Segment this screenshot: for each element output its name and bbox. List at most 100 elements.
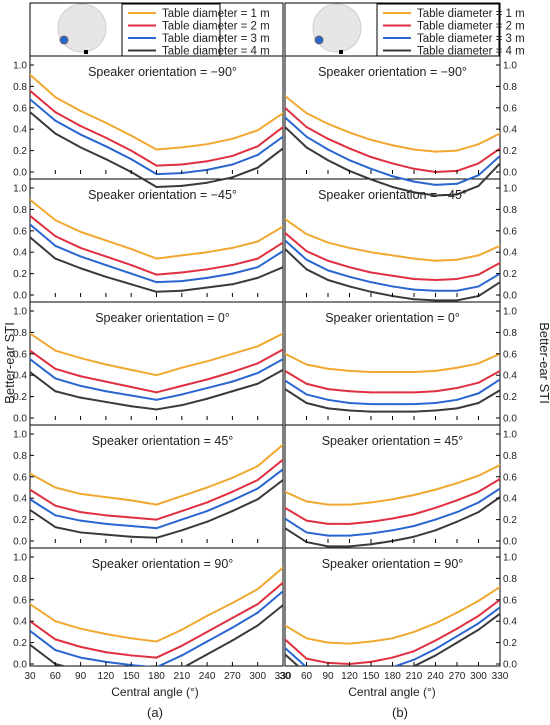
series-segment (370, 271, 394, 277)
listener-head-icon (59, 35, 69, 45)
series-segment (327, 398, 351, 405)
series-segment (30, 629, 57, 652)
x-tick-label: 330 (492, 671, 509, 682)
y-tick-label: 0.4 (13, 494, 27, 505)
series-segment (305, 146, 329, 162)
series-segment (231, 145, 259, 157)
series-segment (231, 240, 259, 249)
series-1-line (30, 332, 283, 377)
series-segment (285, 646, 307, 666)
series-segment (370, 656, 394, 663)
series-segment (370, 637, 394, 643)
series-segment (79, 645, 107, 654)
series-segment (285, 352, 308, 366)
y-axis-label-right: Better-ear STI (537, 322, 550, 404)
series-segment (327, 269, 351, 278)
table-illustration-icon (57, 3, 107, 53)
series-segment (180, 160, 209, 166)
series-segment (206, 352, 234, 363)
listener-head-icon (314, 35, 324, 45)
series-segment (305, 393, 329, 401)
series-segment (348, 169, 372, 181)
series-segment (79, 396, 107, 403)
series-segment (327, 122, 351, 134)
y-tick-label: 0.6 (13, 349, 27, 360)
series-segment (348, 501, 372, 506)
series-segment (104, 633, 133, 640)
series-segment (456, 622, 480, 638)
series-segment (155, 644, 183, 659)
series-segment (391, 630, 415, 640)
series-segment (79, 246, 107, 258)
series-segment (104, 390, 133, 397)
series-segment (327, 148, 351, 162)
series-1-line (30, 73, 283, 151)
x-tick-label: 180 (148, 671, 165, 682)
series-segment (180, 630, 209, 647)
y-tick-label: 0.8 (503, 82, 517, 93)
x-tick-label: 330 (275, 671, 292, 682)
series-segment (456, 599, 480, 614)
series-segment (30, 332, 57, 352)
series-segment (456, 254, 480, 261)
y-tick-label: 0.2 (503, 392, 517, 403)
series-segment (104, 264, 133, 275)
x-tick-label: 300 (470, 671, 487, 682)
series-segment (434, 169, 458, 173)
y-tick-label: 0.0 (503, 168, 517, 179)
series-segment (206, 163, 234, 171)
series-segment (456, 143, 480, 152)
series-segment (180, 614, 209, 631)
series-segment (391, 535, 415, 542)
series-segment (434, 193, 458, 197)
series-segment (327, 388, 351, 393)
series-segment (30, 472, 57, 489)
series-segment (391, 285, 415, 291)
series-segment (477, 261, 500, 276)
series-segment (456, 490, 480, 502)
series-segment (54, 219, 82, 233)
series-segment (206, 380, 234, 390)
series-segment (130, 385, 158, 394)
series-segment (231, 362, 259, 373)
subplot-title: Speaker orientation = 45° (92, 434, 234, 448)
series-segment (477, 598, 500, 617)
x-tick-label: 210 (406, 671, 423, 682)
series-segment (231, 611, 259, 629)
series-segment (155, 628, 183, 643)
series-segment (180, 268, 209, 274)
y-tick-label: 0.8 (13, 82, 27, 93)
series-segment (104, 514, 133, 519)
series-segment (231, 257, 259, 267)
table-illustration-icon (312, 3, 362, 53)
series-segment (54, 526, 82, 534)
series-segment (327, 641, 351, 645)
series-segment (413, 518, 437, 528)
series-segment (305, 363, 329, 370)
series-segment (434, 387, 458, 393)
series-3-line (285, 487, 500, 537)
series-segment (477, 487, 500, 504)
series-segment (434, 258, 458, 262)
series-segment (256, 266, 283, 279)
series-segment (285, 231, 308, 253)
series-segment (104, 363, 133, 371)
series-4-line (30, 368, 283, 411)
x-tick-label: 90 (322, 671, 334, 682)
series-segment (477, 477, 500, 493)
series-segment (413, 148, 437, 153)
series-4-line (285, 247, 500, 302)
series-segment (285, 126, 308, 149)
series-segment (391, 144, 415, 151)
series-segment (413, 390, 437, 394)
series-segment (413, 622, 437, 633)
subplot-b-1 (285, 95, 500, 197)
y-tick-label: 0.0 (13, 660, 27, 671)
series-2-line (30, 581, 283, 659)
series-segment (305, 531, 329, 537)
subplot-a-3 (30, 332, 283, 411)
series-segment (456, 162, 480, 172)
series-segment (256, 590, 283, 614)
legend-entry-2: Table diameter = 2 m (417, 21, 525, 33)
